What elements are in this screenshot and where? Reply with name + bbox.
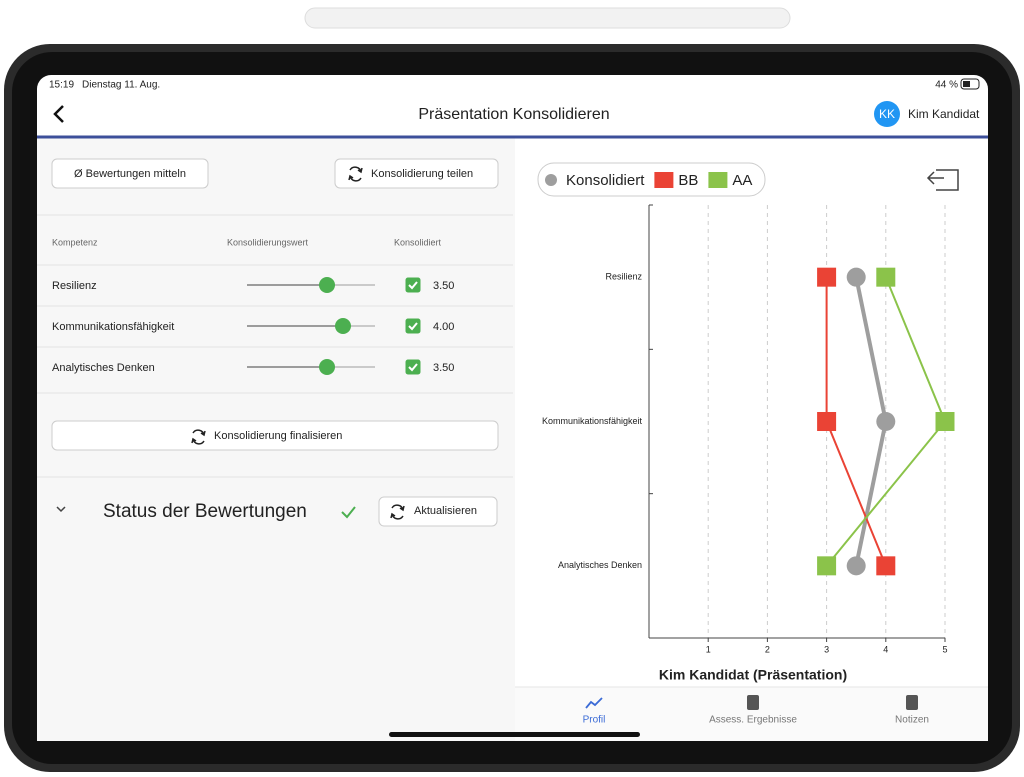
status-time: 15:19: [49, 80, 74, 91]
checkbox[interactable]: [405, 277, 421, 293]
x-tick-label: 5: [942, 644, 947, 654]
legend-swatch: [545, 174, 557, 186]
column-header: Konsolidierungswert: [227, 237, 309, 247]
refresh-button-label: Aktualisieren: [414, 505, 477, 517]
x-tick-label: 1: [706, 644, 711, 654]
refresh-button[interactable]: [378, 496, 498, 527]
checkbox[interactable]: [405, 318, 421, 334]
marker: [817, 556, 837, 576]
checkmark: [408, 281, 418, 290]
consolidated-value: 3.50: [433, 280, 454, 292]
x-tick-label: 4: [883, 644, 888, 654]
finalize-icon: [191, 429, 206, 445]
competency-name: Kommunikationsfähigkeit: [52, 321, 174, 333]
slider-knob[interactable]: [319, 277, 335, 293]
chart-title: Kim Kandidat (Präsentation): [659, 667, 847, 683]
legend-label[interactable]: Konsolidiert: [566, 172, 645, 189]
status-date: Dienstag 11. Aug.: [82, 80, 160, 91]
legend-label[interactable]: BB: [678, 172, 698, 189]
x-tick-label: 2: [765, 644, 770, 654]
share-icon: [348, 166, 363, 182]
finalize-button[interactable]: [51, 420, 499, 451]
legend: [537, 162, 766, 197]
page-title: Präsentation Konsolidieren: [418, 106, 609, 123]
checkbox[interactable]: [405, 359, 421, 375]
battery-icon: [960, 78, 980, 90]
refresh-icon: [390, 504, 405, 520]
collapse-toggle[interactable]: [56, 506, 66, 513]
slider-knob[interactable]: [335, 318, 351, 334]
marker: [817, 267, 837, 287]
consolidated-value: 4.00: [433, 321, 454, 333]
slider-knob[interactable]: [319, 359, 335, 375]
marker: [846, 267, 866, 287]
home-indicator: [389, 732, 640, 737]
avatar[interactable]: [874, 101, 900, 127]
legend-label[interactable]: AA: [732, 172, 752, 189]
avatar-initials: KK: [879, 107, 895, 121]
tab-icon: [747, 695, 759, 710]
user-name[interactable]: Kim Kandidat: [908, 107, 980, 121]
marker: [846, 556, 866, 576]
battery-level: [963, 81, 970, 87]
legend-swatch: [708, 172, 728, 188]
y-tick-label: Kommunikationsfähigkeit: [542, 416, 643, 426]
status-title: Status der Bewertungen: [103, 501, 307, 522]
status-check: [341, 506, 356, 519]
legend-swatch: [654, 172, 674, 188]
back-button[interactable]: [53, 105, 64, 123]
column-header: Kompetenz: [52, 237, 98, 247]
export-icon[interactable]: [926, 169, 959, 191]
tab-label[interactable]: Assess. Ergebnisse: [709, 715, 797, 726]
marker: [817, 412, 837, 431]
y-tick-label: Resilienz: [605, 272, 642, 282]
competency-name: Resilienz: [52, 280, 97, 292]
finalize-button-label: Konsolidierung finalisieren: [214, 430, 342, 442]
marker: [935, 412, 955, 431]
checkmark: [408, 363, 418, 372]
marker: [876, 267, 896, 287]
column-header: Konsolidiert: [394, 237, 442, 247]
x-tick-label: 3: [824, 644, 829, 654]
marker: [876, 412, 896, 431]
average-button[interactable]: [51, 158, 209, 189]
tab-icon: [906, 695, 918, 710]
status-battery: 44 %: [935, 80, 958, 91]
y-tick-label: Analytisches Denken: [558, 560, 642, 570]
share-button-label: Konsolidierung teilen: [371, 168, 473, 180]
competency-name: Analytisches Denken: [52, 362, 155, 374]
checkmark: [408, 322, 418, 331]
tab-label[interactable]: Profil: [583, 715, 606, 726]
share-button[interactable]: [334, 158, 499, 189]
tab-label[interactable]: Notizen: [895, 715, 929, 726]
tab-icon: [585, 697, 603, 709]
consolidated-value: 3.50: [433, 362, 454, 374]
average-button-label: Ø Bewertungen mitteln: [74, 168, 186, 180]
pencil: [304, 7, 791, 29]
marker: [876, 556, 896, 576]
